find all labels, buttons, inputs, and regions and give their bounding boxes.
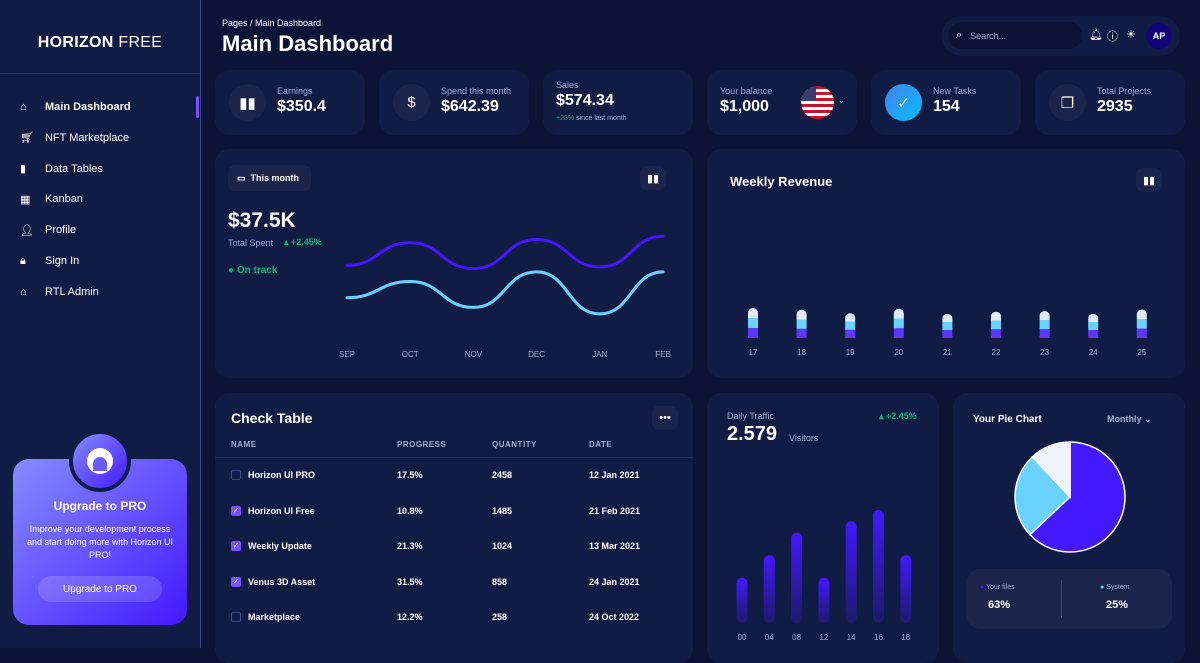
table-cell-date: 24 Jan 2021 (589, 576, 640, 587)
row-checkbox[interactable] (231, 612, 241, 622)
sidebar-item-profile[interactable]: 👤︎ Profile (20, 224, 77, 237)
stat-earnings: ▮▮ Earnings $350.4 (215, 70, 365, 135)
legend-system: ● System (1100, 584, 1130, 591)
more-icon: ••• (659, 412, 671, 424)
total-spent-value: $37.5K (228, 209, 296, 232)
chevron-down-icon[interactable]: ⌄ (838, 96, 845, 105)
logo[interactable]: HORIZON FREE (37, 34, 163, 51)
sidebar-item-main-dashboard[interactable]: ⌂ Main Dashboard (20, 101, 131, 113)
home-icon: ⌂ (20, 101, 27, 113)
total-spent-delta: ▴ +2.45% (284, 237, 322, 247)
more-options-button[interactable]: ••• (652, 406, 678, 430)
upgrade-button[interactable]: Upgrade to PRO (38, 576, 162, 602)
table-cell-quantity: 858 (492, 576, 508, 587)
column-header[interactable]: QUANTITY (492, 440, 537, 449)
bell-icon[interactable]: 🔔︎ (1089, 29, 1103, 41)
table-cell-date: 12 Jan 2021 (589, 470, 640, 480)
total-spent-label: Total Spent (228, 238, 274, 248)
sidebar-item-nft-marketplace[interactable]: 🛒︎ NFT Marketplace (20, 131, 130, 145)
calendar-icon: ▭ (237, 172, 246, 183)
period-select[interactable]: Monthly ⌄ (1107, 414, 1152, 424)
chart-options-button[interactable]: ▮▮ (1136, 168, 1162, 192)
sidebar-item-sign-in[interactable]: 🔒︎ Sign In (20, 254, 80, 268)
table-cell-progress: 21.3% (397, 541, 423, 551)
table-cell-name: Horizon UI Free (248, 505, 315, 516)
sidebar-item-rtl-admin[interactable]: ⌂ RTL Admin (20, 285, 99, 298)
page-title: Main Dashboard (222, 31, 394, 56)
table-cell-quantity: 1485 (492, 505, 513, 516)
divider (1061, 580, 1062, 618)
stat-spend: $ Spend this month $642.39 (379, 70, 529, 135)
bar-chart-icon: ▮▮ (1142, 174, 1156, 187)
promo-text: Improve your development process and sta… (26, 524, 174, 560)
table-cell-quantity: 2458 (492, 470, 513, 480)
stat-projects: ❐ Total Projects 2935 (1035, 70, 1185, 135)
lock-icon: 🔒︎ (20, 254, 26, 267)
file-copy-icon: ❐ (1049, 84, 1086, 121)
avatar[interactable]: AP (1146, 23, 1172, 49)
bar-chart-icon: ▮▮ (646, 172, 660, 185)
column-header[interactable]: NAME (231, 440, 257, 449)
horizon-logo-icon (69, 430, 131, 492)
promo-title: Upgrade to PRO (53, 499, 147, 513)
person-icon: 👤︎ (20, 224, 34, 237)
daily-traffic-title: Daily Traffic (727, 411, 774, 421)
weekly-revenue-card (707, 149, 1185, 378)
on-track-status: ● On track (228, 265, 278, 276)
table-cell-progress: 10.8% (397, 505, 423, 516)
dashboard-icon: ▦ (20, 193, 31, 206)
sidebar-item-kanban[interactable]: ▦ Kanban (20, 193, 83, 206)
row-checkbox[interactable]: ✓ (231, 541, 241, 551)
column-header[interactable]: DATE (589, 440, 613, 449)
active-indicator (196, 96, 199, 118)
search-input[interactable]: ⌕ Search... (948, 22, 1082, 49)
legend-value: 25% (1106, 599, 1129, 611)
divider (215, 457, 693, 458)
column-header[interactable]: PROGRESS (397, 440, 447, 449)
traffic-delta: ▴ +2.45% (879, 411, 917, 421)
legend-value: 63% (988, 599, 1011, 611)
bar-chart-icon: ▮ (20, 163, 27, 176)
info-icon[interactable]: ⓘ (1107, 31, 1118, 43)
add-task-icon: ✓ (885, 84, 922, 121)
dollar-icon: $ (393, 84, 430, 121)
table-cell-name: Marketplace (248, 612, 301, 622)
theme-toggle-icon[interactable]: ☀ (1126, 29, 1136, 41)
legend-your-files: ● Your files (980, 584, 1015, 591)
table-cell-progress: 31.5% (397, 576, 423, 587)
breadcrumb[interactable]: Pages / Main Dashboard (222, 18, 322, 28)
chevron-down-icon: ⌄ (1144, 414, 1152, 424)
row-checkbox[interactable] (231, 470, 241, 480)
sidebar-item-data-tables[interactable]: ▮ Data Tables (20, 162, 103, 176)
table-cell-date: 24 Oct 2022 (589, 612, 640, 622)
traffic-value: 2.579 (727, 423, 778, 445)
table-cell-quantity: 258 (492, 612, 508, 622)
home-icon: ⌂ (20, 285, 27, 298)
stat-balance: Your balance $1,000 ⌄ (707, 70, 857, 135)
row-checkbox[interactable]: ✓ (231, 576, 241, 587)
stat-sales: Sales $574.34 +23% since last month (543, 70, 693, 135)
table-cell-name: Venus 3D Asset (248, 576, 316, 587)
this-month-button[interactable]: ▭ This month (228, 165, 311, 191)
table-cell-date: 21 Feb 2021 (589, 505, 641, 516)
divider (0, 73, 200, 74)
row-checkbox[interactable]: ✓ (231, 505, 241, 516)
table-cell-date: 13 Mar 2021 (589, 541, 641, 551)
bar-chart-icon: ▮▮ (229, 84, 266, 121)
weekly-revenue-title: Weekly Revenue (730, 174, 833, 189)
check-table-card (215, 393, 693, 663)
stat-tasks: ✓ New Tasks 154 (871, 70, 1021, 135)
chart-options-button[interactable]: ▮▮ (640, 166, 666, 190)
table-cell-progress: 12.2% (397, 612, 423, 622)
table-cell-quantity: 1024 (492, 541, 513, 551)
pie-chart-title: Your Pie Chart (973, 414, 1042, 425)
traffic-unit: Visitors (789, 433, 819, 443)
search-icon: ⌕ (956, 29, 963, 41)
table-cell-name: Weekly Update (248, 541, 312, 551)
cart-icon: 🛒︎ (20, 132, 34, 145)
table-cell-name: Horizon UI PRO (248, 470, 315, 480)
table-cell-progress: 17.5% (397, 470, 423, 480)
pie-legend (966, 569, 1172, 629)
check-table-title: Check Table (231, 410, 313, 426)
